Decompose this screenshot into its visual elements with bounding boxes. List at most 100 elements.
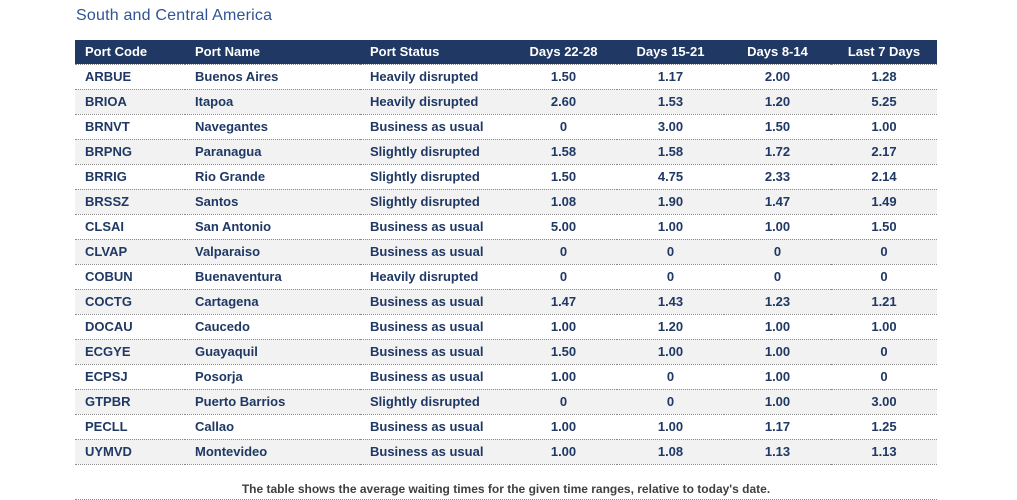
port-status-cell: Heavily disrupted	[360, 64, 510, 90]
value-cell: 0	[617, 364, 724, 390]
table-row: BRSSZ Santos Slightly disrupted 1.08 1.90 1.4…	[75, 189, 937, 215]
value-cell: 5.25	[831, 89, 937, 115]
value-cell: 1.47	[724, 189, 831, 215]
port-name-cell: Callao	[185, 414, 360, 440]
value-cell: 1.00	[724, 314, 831, 340]
port-name-cell: San Antonio	[185, 214, 360, 240]
table-row: BRNVT Navegantes Business as usual 0 3.00 1.5…	[75, 114, 937, 140]
value-cell: 1.00	[510, 364, 617, 390]
port-code-cell: CLVAP	[75, 239, 185, 265]
table-row: COCTG Cartagena Business as usual 1.47 1.43 1…	[75, 289, 937, 315]
value-cell: 1.00	[831, 314, 937, 340]
column-header-2: Port Name	[185, 40, 360, 65]
port-name-cell: Posorja	[185, 364, 360, 390]
value-cell: 1.08	[510, 189, 617, 215]
port-name-cell: Navegantes	[185, 114, 360, 140]
port-status-cell: Business as usual	[360, 239, 510, 265]
port-name-cell: Buenaventura	[185, 264, 360, 290]
ports-table-container: Port Code Port Name Port Status Days 22-28 D…	[75, 40, 937, 465]
value-cell: 0	[510, 114, 617, 140]
port-name-cell: Puerto Barrios	[185, 389, 360, 415]
value-cell: 0	[831, 339, 937, 365]
column-header-6: Days 8-14	[724, 40, 831, 65]
value-cell: 1.23	[724, 289, 831, 315]
table-row: ECGYE Guayaquil Business as usual 1.50 1.00 1…	[75, 339, 937, 365]
port-name-cell: Rio Grande	[185, 164, 360, 190]
table-row: GTPBR Puerto Barrios Slightly disrupted 0 0 1…	[75, 389, 937, 415]
table-body: ARBUE Buenos Aires Heavily disrupted 1.50 1.…	[75, 64, 937, 465]
column-header-7: Last 7 Days	[831, 40, 937, 65]
value-cell: 1.00	[724, 339, 831, 365]
value-cell: 1.50	[831, 214, 937, 240]
port-name-cell: Paranagua	[185, 139, 360, 165]
port-code-cell: DOCAU	[75, 314, 185, 340]
table-row: CLVAP Valparaiso Business as usual 0 0 0 0	[75, 239, 937, 265]
value-cell: 1.00	[724, 364, 831, 390]
value-cell: 1.47	[510, 289, 617, 315]
port-status-cell: Slightly disrupted	[360, 164, 510, 190]
port-status-cell: Slightly disrupted	[360, 139, 510, 165]
value-cell: 0	[617, 389, 724, 415]
value-cell: 1.17	[724, 414, 831, 440]
value-cell: 1.58	[617, 139, 724, 165]
table-row: BRPNG Paranagua Slightly disrupted 1.58 1.58…	[75, 139, 937, 165]
port-code-cell: CLSAI	[75, 214, 185, 240]
ports-waiting-times-table: Port Code Port Name Port Status Days 22-28 D…	[75, 40, 937, 465]
value-cell: 2.17	[831, 139, 937, 165]
value-cell: 5.00	[510, 214, 617, 240]
value-cell: 1.21	[831, 289, 937, 315]
port-code-cell: BRRIG	[75, 164, 185, 190]
table-row: DOCAU Caucedo Business as usual 1.00 1.20 1.0…	[75, 314, 937, 340]
port-name-cell: Valparaiso	[185, 239, 360, 265]
value-cell: 1.00	[510, 414, 617, 440]
table-row: ECPSJ Posorja Business as usual 1.00 0 1.00 0	[75, 364, 937, 390]
region-title: South and Central America	[76, 7, 273, 24]
port-code-cell: BRNVT	[75, 114, 185, 140]
port-code-cell: BRIOA	[75, 89, 185, 115]
value-cell: 1.72	[724, 139, 831, 165]
value-cell: 3.00	[617, 114, 724, 140]
value-cell: 1.00	[724, 214, 831, 240]
port-name-cell: Guayaquil	[185, 339, 360, 365]
table-row: UYMVD Montevideo Business as usual 1.00 1.08…	[75, 439, 937, 465]
value-cell: 1.20	[724, 89, 831, 115]
table-row: BRIOA Itapoa Heavily disrupted 2.60 1.53 1.20…	[75, 89, 937, 115]
port-code-cell: BRPNG	[75, 139, 185, 165]
value-cell: 0	[617, 264, 724, 290]
value-cell: 2.60	[510, 89, 617, 115]
value-cell: 1.53	[617, 89, 724, 115]
table-row: BRRIG Rio Grande Slightly disrupted 1.50 4.7…	[75, 164, 937, 190]
value-cell: 1.13	[831, 439, 937, 465]
column-header-4: Days 22-28	[510, 40, 617, 65]
port-name-cell: Montevideo	[185, 439, 360, 465]
value-cell: 1.50	[510, 339, 617, 365]
port-status-cell: Business as usual	[360, 339, 510, 365]
value-cell: 0	[831, 264, 937, 290]
value-cell: 4.75	[617, 164, 724, 190]
port-status-cell: Business as usual	[360, 364, 510, 390]
port-code-cell: ARBUE	[75, 64, 185, 90]
value-cell: 1.08	[617, 439, 724, 465]
value-cell: 1.28	[831, 64, 937, 90]
value-cell: 1.00	[617, 214, 724, 240]
column-header-5: Days 15-21	[617, 40, 724, 65]
value-cell: 1.00	[510, 439, 617, 465]
port-name-cell: Santos	[185, 189, 360, 215]
port-code-cell: ECGYE	[75, 339, 185, 365]
value-cell: 0	[831, 239, 937, 265]
port-name-cell: Cartagena	[185, 289, 360, 315]
port-status-cell: Business as usual	[360, 314, 510, 340]
header-row: Port Code Port Name Port Status Days 22-28 D…	[75, 40, 937, 65]
port-status-cell: Heavily disrupted	[360, 89, 510, 115]
port-status-cell: Slightly disrupted	[360, 189, 510, 215]
table-row: CLSAI San Antonio Business as usual 5.00 1.0…	[75, 214, 937, 240]
value-cell: 0	[724, 264, 831, 290]
value-cell: 0	[724, 239, 831, 265]
value-cell: 0	[510, 239, 617, 265]
port-code-cell: BRSSZ	[75, 189, 185, 215]
port-name-cell: Buenos Aires	[185, 64, 360, 90]
table-header: Port Code Port Name Port Status Days 22-28 D…	[75, 40, 937, 65]
port-code-cell: ECPSJ	[75, 364, 185, 390]
port-code-cell: COBUN	[75, 264, 185, 290]
